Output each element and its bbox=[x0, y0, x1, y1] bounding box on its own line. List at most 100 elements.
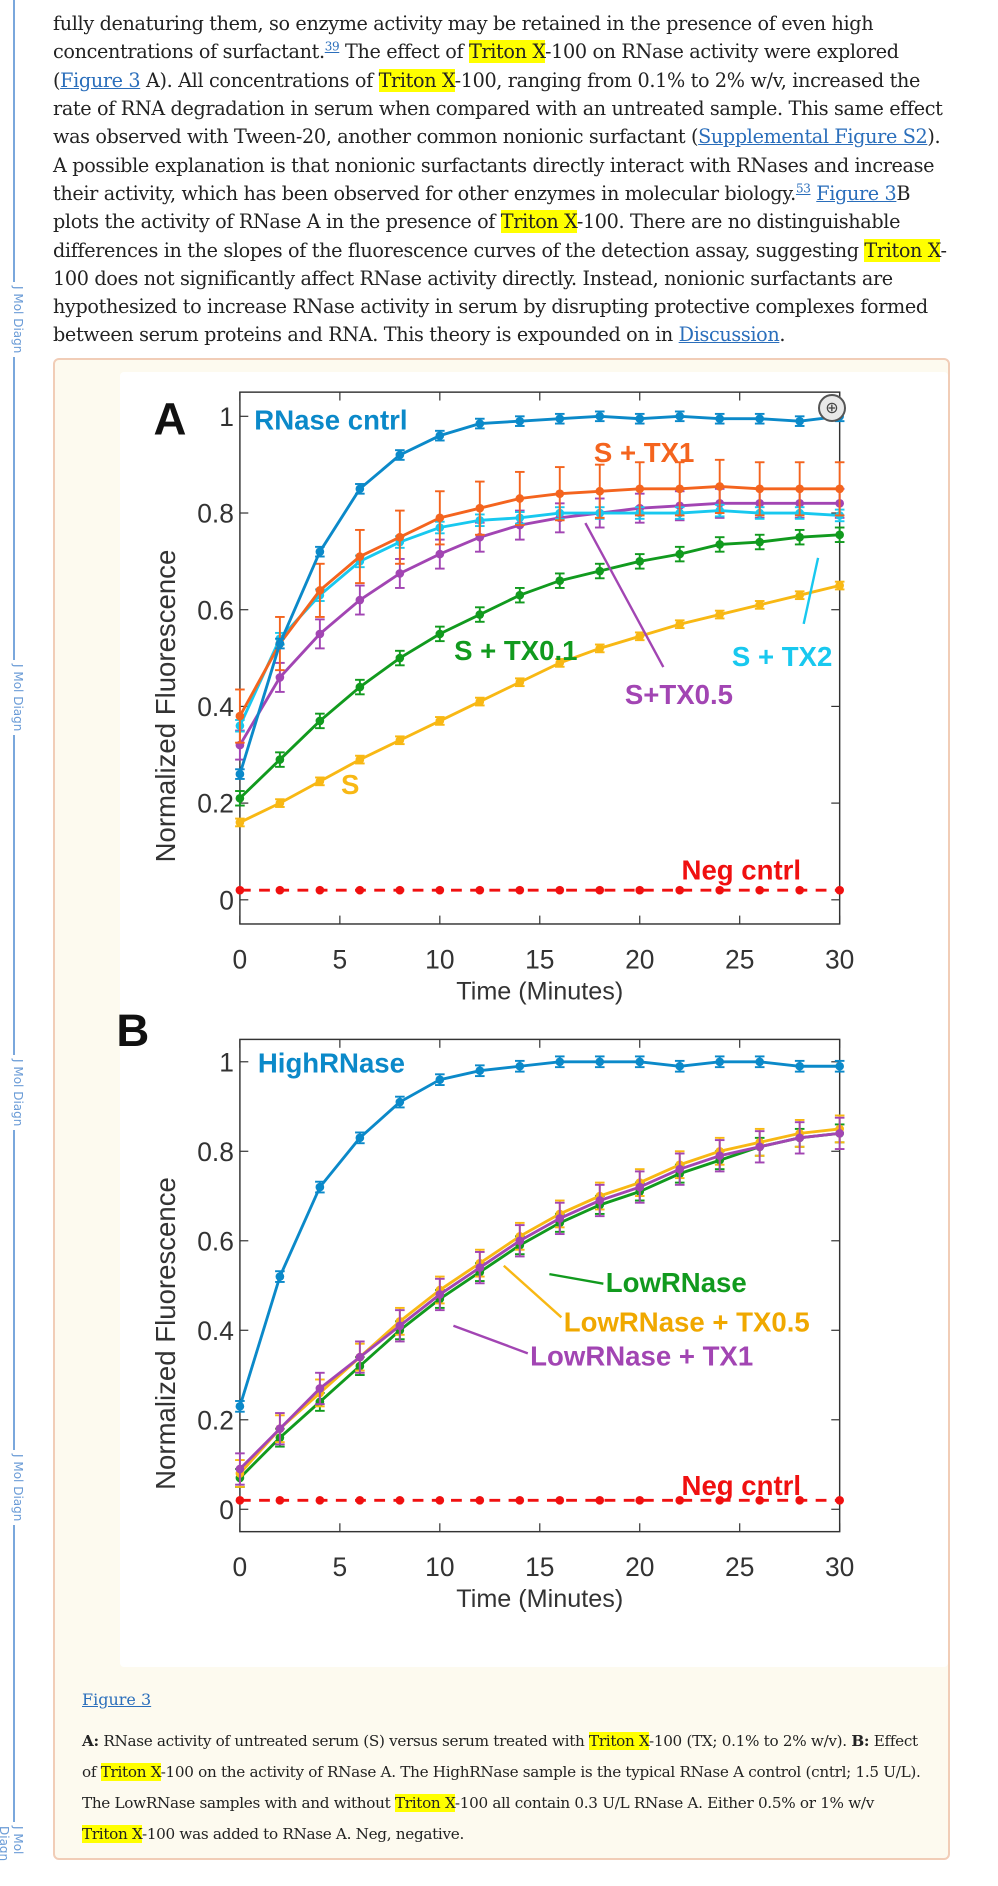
caption-panel-label: B: bbox=[851, 1732, 870, 1750]
search-highlight: Triton X bbox=[864, 238, 941, 262]
y-tick-label: 0.6 bbox=[197, 595, 234, 625]
data-point bbox=[355, 755, 365, 764]
data-point bbox=[395, 1097, 405, 1107]
journal-rail-label[interactable]: J Mol Diagn bbox=[3, 1055, 25, 1131]
text-run: fully denaturing them, so enzyme activit… bbox=[53, 12, 874, 64]
data-point bbox=[715, 1151, 725, 1161]
inline-link[interactable]: Figure 3 bbox=[60, 68, 141, 92]
data-point bbox=[715, 540, 725, 549]
data-point bbox=[235, 793, 245, 803]
data-point bbox=[475, 697, 485, 706]
data-point bbox=[595, 1196, 605, 1205]
data-point bbox=[395, 569, 405, 578]
series-lowrnase-tx1: LowRNase + TX1 bbox=[235, 1116, 845, 1486]
data-point bbox=[435, 431, 445, 440]
y-tick-label: 0.8 bbox=[197, 499, 234, 529]
data-point bbox=[235, 885, 245, 895]
x-tick-label: 30 bbox=[825, 1552, 854, 1582]
data-point bbox=[515, 1061, 525, 1071]
data-point bbox=[755, 1057, 765, 1067]
data-point bbox=[555, 658, 565, 668]
series-s-tx0-5: S+TX0.5 bbox=[235, 487, 845, 761]
citation-link[interactable]: 39 bbox=[324, 40, 340, 55]
data-point bbox=[315, 716, 325, 726]
data-point bbox=[755, 537, 765, 547]
data-point bbox=[515, 416, 525, 426]
data-point bbox=[675, 1061, 685, 1071]
series-neg-cntrl: Neg cntrl bbox=[235, 854, 844, 895]
zoom-in-icon[interactable]: ⊕ bbox=[818, 394, 846, 422]
series-neg-cntrl: Neg cntrl bbox=[235, 1470, 844, 1505]
data-point bbox=[515, 590, 525, 600]
text-run: -100 (TX; 0.1% to 2% w/v). bbox=[649, 1732, 852, 1750]
x-tick-label: 20 bbox=[625, 944, 654, 974]
data-point bbox=[435, 629, 445, 639]
data-point bbox=[715, 1057, 725, 1067]
series-s-tx0-1: S + TX0.1 bbox=[235, 526, 845, 807]
data-point bbox=[515, 1236, 525, 1246]
data-point bbox=[355, 1133, 365, 1143]
data-point bbox=[755, 885, 765, 895]
data-point bbox=[555, 414, 565, 424]
data-point bbox=[395, 885, 405, 895]
label-pointer-line bbox=[802, 557, 820, 625]
inline-link[interactable]: Figure 3 bbox=[816, 181, 897, 205]
data-point bbox=[635, 1057, 645, 1067]
search-highlight: Triton X bbox=[589, 1732, 649, 1750]
citation-link[interactable]: 53 bbox=[795, 181, 811, 196]
label-pointer-line bbox=[453, 1324, 529, 1355]
series-line bbox=[238, 484, 840, 717]
inline-link[interactable]: Discussion bbox=[678, 323, 780, 347]
data-point bbox=[715, 1496, 725, 1505]
data-point bbox=[235, 1402, 245, 1411]
data-point bbox=[475, 885, 485, 895]
data-point bbox=[475, 610, 485, 619]
label-pointer-line bbox=[584, 522, 665, 668]
data-point bbox=[795, 532, 804, 542]
figure-3-link[interactable]: Figure 3 bbox=[82, 1690, 152, 1709]
x-tick-label: 30 bbox=[825, 944, 854, 974]
journal-rail-label[interactable]: J Mol Diagn bbox=[3, 282, 25, 358]
data-point bbox=[515, 494, 525, 503]
series-s: S bbox=[235, 580, 845, 828]
data-point bbox=[475, 503, 485, 513]
data-point bbox=[675, 549, 685, 559]
x-tick-label: 10 bbox=[425, 944, 454, 974]
series-lowrnase-tx0-5: LowRNase + TX0.5 bbox=[235, 1114, 845, 1488]
data-point bbox=[675, 1164, 685, 1174]
journal-rail-label[interactable]: J Mol Diagn bbox=[3, 660, 25, 736]
data-point bbox=[595, 411, 605, 421]
y-axis-label: Normalized Fluorescence bbox=[150, 1177, 181, 1490]
data-point bbox=[675, 619, 685, 629]
data-point bbox=[555, 576, 565, 586]
x-axis-label: Time (Minutes) bbox=[456, 1585, 623, 1613]
series-label: Neg cntrl bbox=[682, 1470, 802, 1501]
series-label: S + TX1 bbox=[594, 437, 694, 468]
data-point bbox=[635, 631, 645, 641]
inline-link[interactable]: Supplemental Figure S2 bbox=[698, 125, 928, 149]
series-label: S + TX2 bbox=[732, 641, 832, 672]
data-point bbox=[315, 1496, 325, 1505]
citation-ref[interactable]: 53 bbox=[796, 182, 811, 196]
data-point bbox=[395, 1496, 405, 1505]
text-run: -100, ranging from 0.1% to 2% w/v, incre… bbox=[53, 68, 943, 149]
journal-rail-label[interactable]: J Mol Diagn bbox=[3, 1450, 25, 1526]
data-point bbox=[755, 1142, 765, 1152]
series-line bbox=[238, 533, 840, 800]
text-run: B plots the activity of RNase A in the p… bbox=[53, 181, 911, 234]
data-point bbox=[235, 1496, 245, 1505]
journal-rail-label[interactable]: J Mol Diagn bbox=[0, 1822, 25, 1886]
data-point bbox=[275, 1424, 285, 1434]
series-label: RNase cntrl bbox=[254, 405, 407, 436]
data-point bbox=[555, 1496, 565, 1505]
text-run: -100 on RNase activity were explored ( bbox=[53, 40, 899, 92]
data-point bbox=[395, 450, 405, 460]
data-point bbox=[435, 1496, 445, 1505]
citation-ref[interactable]: 39 bbox=[325, 40, 340, 54]
x-tick-label: 25 bbox=[725, 1552, 754, 1582]
data-point bbox=[515, 677, 525, 687]
data-point bbox=[595, 644, 605, 653]
data-point bbox=[755, 484, 765, 494]
text-run: A). All concentrations of bbox=[140, 68, 379, 92]
